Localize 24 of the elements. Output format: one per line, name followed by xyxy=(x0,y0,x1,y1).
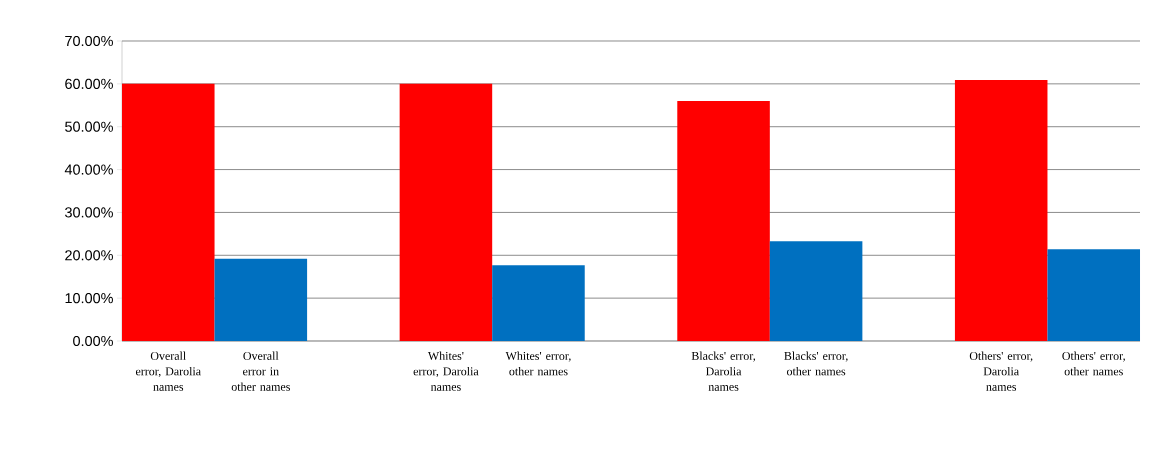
bar xyxy=(214,258,308,341)
bar xyxy=(677,101,770,341)
x-tick-label: Blacks' error, other names xyxy=(784,351,848,376)
y-tick-label: 60.00% xyxy=(65,78,113,89)
y-tick-label: 10.00% xyxy=(65,293,113,304)
x-tick-label: Others' error, other names xyxy=(1062,351,1125,376)
y-tick-label: 50.00% xyxy=(65,121,113,132)
bar xyxy=(399,83,493,341)
x-tick-label: Overall error, Darolia names xyxy=(135,351,201,391)
bar xyxy=(954,80,1048,341)
bar xyxy=(122,83,215,341)
x-tick-label: Whites' error, other names xyxy=(505,351,571,376)
x-tick-label: Overall error in other names xyxy=(231,351,290,391)
bar xyxy=(769,241,863,341)
y-tick-label: 40.00% xyxy=(64,164,113,175)
y-tick-label: 70.00% xyxy=(65,35,113,47)
x-tick-label: Blacks' error, Darolia names xyxy=(691,351,756,391)
y-tick-label: 20.00% xyxy=(65,250,113,261)
x-tick-label: Others' error, Darolia names xyxy=(969,351,1033,391)
y-tick-label: 0.00% xyxy=(73,335,113,347)
bar xyxy=(492,265,585,341)
x-tick-label: Whites' error, Darolia names xyxy=(413,351,479,391)
bar xyxy=(1047,249,1141,341)
y-tick-label: 30.00% xyxy=(65,207,113,218)
